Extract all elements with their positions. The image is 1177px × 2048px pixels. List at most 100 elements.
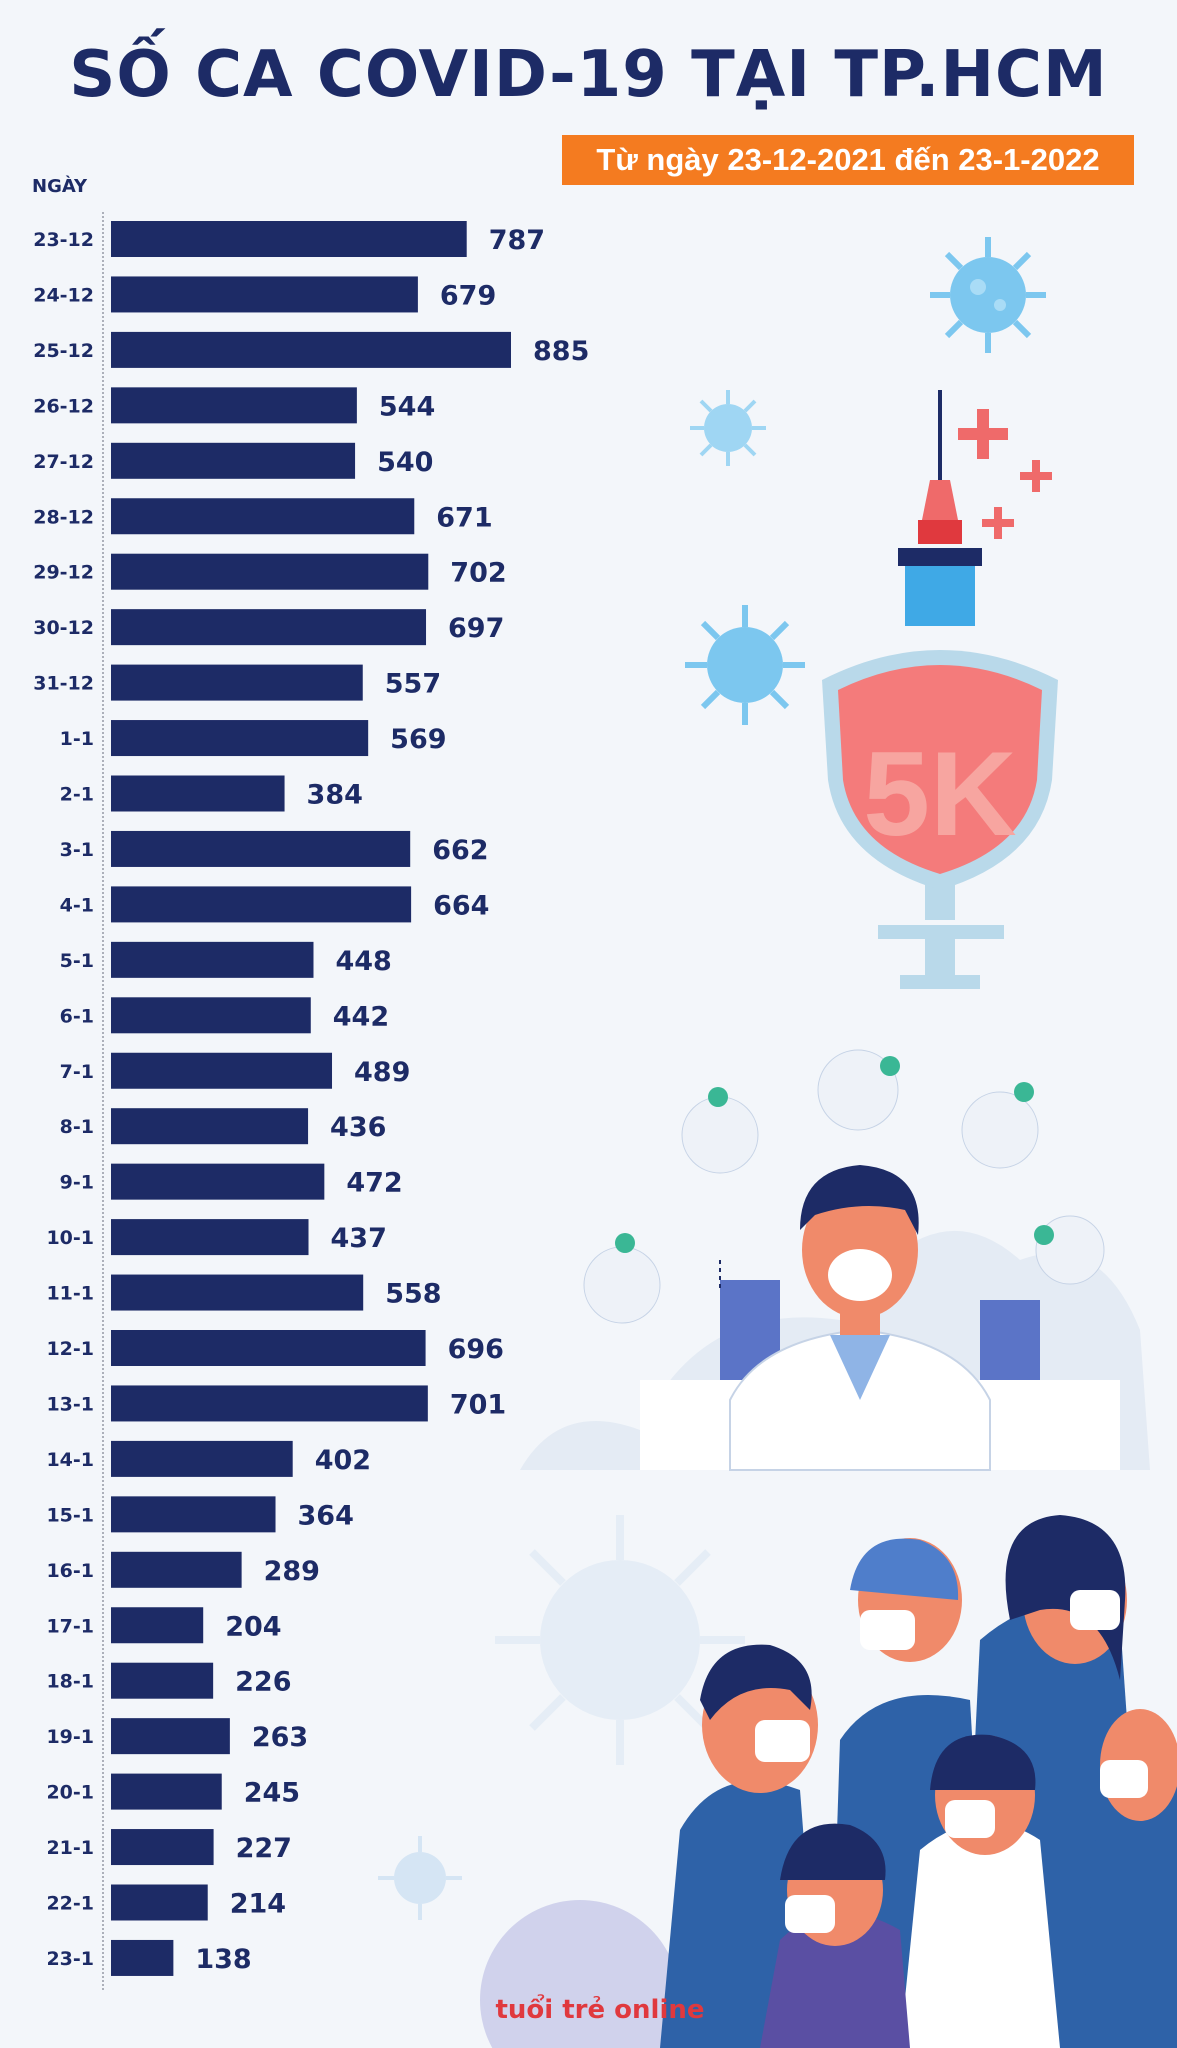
virus-icon <box>378 1836 462 1920</box>
bar <box>111 553 429 590</box>
bar <box>111 1219 309 1256</box>
bar <box>111 1440 293 1477</box>
category-label: 6-1 <box>60 1005 94 1027</box>
category-label: 27-12 <box>33 451 94 473</box>
category-label: 8-1 <box>60 1116 94 1138</box>
bar <box>111 830 411 867</box>
value-label: 442 <box>333 1001 389 1032</box>
shield-icon: 5K <box>822 650 1058 890</box>
category-label: 20-1 <box>46 1782 94 1804</box>
bar <box>111 387 357 424</box>
category-label: 12-1 <box>46 1338 94 1360</box>
value-label: 702 <box>450 558 506 589</box>
value-label: 540 <box>377 447 433 478</box>
bar <box>111 498 415 535</box>
bar <box>111 1884 208 1921</box>
bar <box>111 1052 333 1089</box>
bar <box>111 775 285 812</box>
category-label: 14-1 <box>46 1449 94 1471</box>
virus-icon <box>690 390 766 466</box>
value-label: 138 <box>195 1944 251 1975</box>
value-label: 557 <box>385 669 441 700</box>
category-label: 26-12 <box>33 395 94 417</box>
value-label: 569 <box>390 724 446 755</box>
category-label: 10-1 <box>46 1227 94 1249</box>
value-label: 489 <box>354 1057 410 1088</box>
category-label: 23-1 <box>46 1948 94 1970</box>
bar <box>111 1662 214 1699</box>
bar <box>111 1330 426 1366</box>
category-label: 9-1 <box>60 1172 94 1194</box>
bar <box>111 1385 428 1422</box>
value-label: 664 <box>433 890 489 921</box>
value-label: 787 <box>489 225 545 256</box>
value-label: 226 <box>235 1667 291 1698</box>
chart-subtitle: Từ ngày 23-12-2021 đến 23-1-2022 <box>562 135 1134 185</box>
bar <box>111 442 356 479</box>
value-label: 214 <box>230 1889 286 1920</box>
bar <box>111 609 427 646</box>
category-label: 17-1 <box>46 1615 94 1637</box>
bar <box>111 720 369 757</box>
bar <box>111 1773 222 1810</box>
virus-icon <box>930 237 1046 353</box>
bar <box>111 331 511 368</box>
category-label: 16-1 <box>46 1560 94 1582</box>
bar <box>111 221 467 257</box>
value-label: 245 <box>244 1778 300 1809</box>
bar <box>111 941 314 978</box>
bar <box>111 1274 364 1311</box>
category-label: 2-1 <box>60 784 94 806</box>
value-label: 204 <box>225 1611 281 1642</box>
value-label: 364 <box>298 1500 354 1531</box>
check-icon <box>615 1056 1054 1253</box>
shield-5k-text: 5K <box>863 727 1016 861</box>
logo: tuổi trẻ online <box>495 1992 704 2025</box>
bar <box>111 1939 174 1976</box>
category-label: 21-1 <box>46 1837 94 1859</box>
bar <box>111 997 311 1034</box>
category-label: 29-12 <box>33 562 94 584</box>
value-label: 384 <box>307 780 363 811</box>
category-label: 31-12 <box>33 673 94 695</box>
doctor-illustration <box>520 1049 1150 1471</box>
category-label: 13-1 <box>46 1393 94 1415</box>
category-label: 28-12 <box>33 506 94 528</box>
value-label: 671 <box>436 502 492 533</box>
virus-icon <box>495 1515 745 1765</box>
virus-icon <box>685 605 805 725</box>
value-label: 696 <box>448 1334 504 1365</box>
bar <box>111 1163 325 1200</box>
bar <box>111 1829 214 1866</box>
bar <box>111 1718 230 1755</box>
category-label: 23-12 <box>33 229 94 251</box>
bar <box>111 1108 309 1145</box>
category-label: 11-1 <box>46 1283 94 1305</box>
value-label: 263 <box>252 1722 308 1753</box>
value-label: 701 <box>450 1389 506 1420</box>
bar <box>111 1607 204 1644</box>
value-label: 885 <box>533 336 589 367</box>
category-label: 22-1 <box>46 1893 94 1915</box>
value-label: 436 <box>330 1112 386 1143</box>
chart-title: SỐ CA COVID-19 TẠI TP.HCM <box>69 38 1108 112</box>
category-label: 5-1 <box>60 950 94 972</box>
value-label: 679 <box>440 280 496 311</box>
value-label: 697 <box>448 613 504 644</box>
category-label: 30-12 <box>33 617 94 639</box>
bar <box>111 1496 276 1533</box>
value-label: 289 <box>264 1556 320 1587</box>
category-label: 19-1 <box>46 1726 94 1748</box>
category-label: 18-1 <box>46 1671 94 1693</box>
value-label: 227 <box>236 1833 292 1864</box>
logo-text: tuổi trẻ online <box>495 1992 704 2025</box>
value-label: 402 <box>315 1445 371 1476</box>
crowd-illustration <box>480 1515 1177 2048</box>
value-label: 544 <box>379 391 435 422</box>
bar <box>111 1551 242 1588</box>
category-label: 15-1 <box>46 1504 94 1526</box>
bar <box>111 886 412 923</box>
plus-icon <box>958 409 1052 539</box>
